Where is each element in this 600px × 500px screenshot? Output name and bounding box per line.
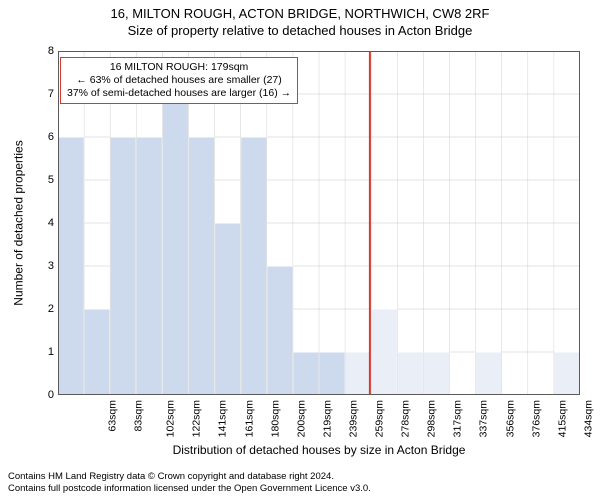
y-tick-label: 7 xyxy=(48,88,54,100)
x-axis-ticks: 63sqm 83sqm 102sqm 122sqm 141sqm 161sqm 180sqm… xyxy=(58,398,580,444)
callout-line-1: 16 MILTON ROUGH: 179sqm xyxy=(67,61,291,74)
x-tick-label: 102sqm xyxy=(165,400,177,437)
x-tick-label: 239sqm xyxy=(347,400,359,437)
chart-title-main: 16, MILTON ROUGH, ACTON BRIDGE, NORTHWIC… xyxy=(0,6,600,21)
x-tick-label: 161sqm xyxy=(243,400,255,437)
y-tick-label: 1 xyxy=(48,346,54,358)
x-tick-label: 259sqm xyxy=(373,400,385,437)
x-tick-label: 122sqm xyxy=(191,400,203,437)
y-axis-ticks: 012345678 xyxy=(38,51,56,395)
footer-credits: Contains HM Land Registry data © Crown c… xyxy=(8,471,371,495)
y-tick-label: 2 xyxy=(48,303,54,315)
x-tick-label: 200sqm xyxy=(295,400,307,437)
x-axis-label: Distribution of detached houses by size … xyxy=(58,443,580,457)
y-axis-label: Number of detached properties xyxy=(12,140,26,305)
x-tick-label: 376sqm xyxy=(530,400,542,437)
x-tick-label: 180sqm xyxy=(269,400,281,437)
footer-line-2: Contains full postcode information licen… xyxy=(8,483,371,495)
x-tick-label: 141sqm xyxy=(217,400,229,437)
x-tick-label: 434sqm xyxy=(582,400,594,437)
x-tick-label: 83sqm xyxy=(133,400,145,432)
y-tick-label: 8 xyxy=(48,45,54,57)
y-tick-label: 4 xyxy=(48,217,54,229)
x-tick-label: 219sqm xyxy=(321,400,333,437)
footer-line-1: Contains HM Land Registry data © Crown c… xyxy=(8,471,371,483)
y-tick-label: 5 xyxy=(48,174,54,186)
x-tick-label: 337sqm xyxy=(478,400,490,437)
marker-callout: 16 MILTON ROUGH: 179sqm ← 63% of detache… xyxy=(60,57,298,104)
callout-line-3: 37% of semi-detached houses are larger (… xyxy=(67,87,291,100)
x-tick-label: 415sqm xyxy=(556,400,568,437)
y-axis-label-container: Number of detached properties xyxy=(10,51,28,395)
chart-title-subtitle: Size of property relative to detached ho… xyxy=(0,23,600,38)
x-tick-label: 317sqm xyxy=(452,400,464,437)
x-tick-label: 278sqm xyxy=(400,400,412,437)
callout-line-2: ← 63% of detached houses are smaller (27… xyxy=(67,74,291,87)
x-tick-label: 298sqm xyxy=(426,400,438,437)
y-tick-label: 3 xyxy=(48,260,54,272)
x-tick-label: 356sqm xyxy=(504,400,516,437)
x-tick-label: 63sqm xyxy=(107,400,119,432)
y-tick-label: 0 xyxy=(48,389,54,401)
y-tick-label: 6 xyxy=(48,131,54,143)
